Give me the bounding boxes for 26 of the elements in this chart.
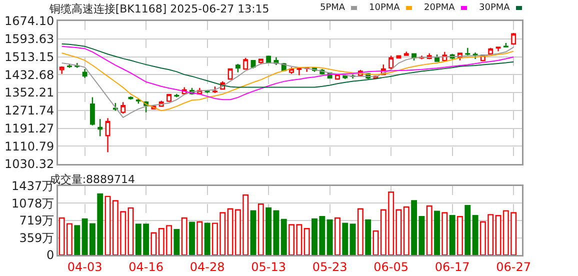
y-tick-label: 1513.15 (4, 50, 54, 64)
x-tick-label: 06-05 (374, 260, 409, 274)
x-tick-label: 04-03 (67, 260, 102, 274)
y-tick-label: 1191.27 (4, 121, 54, 136)
y-tick-label: 1352.21 (4, 86, 54, 100)
x-tick-label: 05-23 (312, 260, 348, 274)
y-tick-label: 1078万 (12, 196, 54, 210)
legend-label: 5PMA (320, 3, 346, 13)
y-tick-label: 1593.63 (4, 32, 54, 46)
y-tick-label: 1432.68 (4, 68, 54, 82)
y-tick-label: 1271.74 (4, 104, 54, 118)
x-tick-label: 04-16 (128, 260, 164, 274)
y-tick-label: 359万 (19, 230, 54, 245)
x-tick-label: 04-28 (190, 260, 225, 274)
y-tick-label: 0 (46, 248, 54, 262)
legend-label: 20PMA (424, 3, 456, 13)
y-tick-label: 1674.10 (4, 14, 54, 28)
y-tick-label: 1030.32 (4, 157, 54, 172)
x-tick-label: 05-13 (251, 260, 286, 274)
x-tick-label: 06-17 (434, 260, 470, 274)
chart-title: 铜缆高速连接[BK1168] 2025-06-27 13:15 (48, 2, 270, 16)
legend-label: 30PMA (479, 3, 511, 13)
y-tick-label: 719万 (19, 214, 54, 228)
legend-label: 10PMA (369, 3, 401, 13)
x-tick-label: 06-27 (496, 260, 532, 274)
y-tick-label: 1110.79 (4, 139, 54, 154)
